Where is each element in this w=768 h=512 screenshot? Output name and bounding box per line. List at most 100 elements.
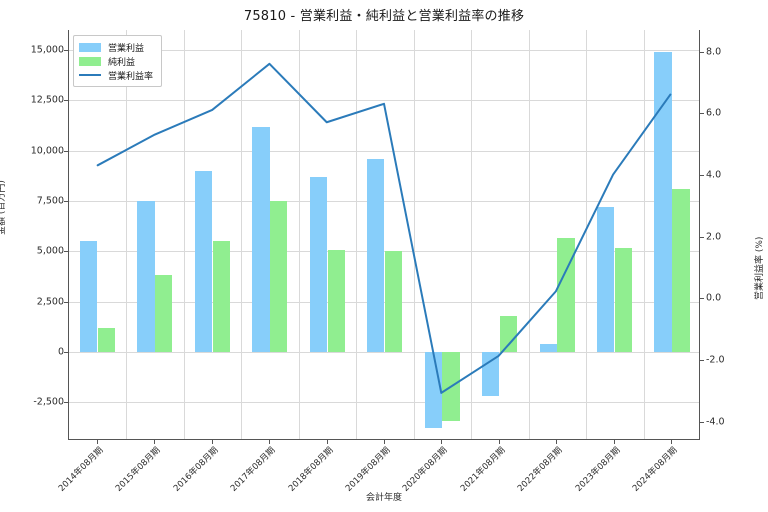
- bar-operating-profit: [597, 207, 615, 352]
- gridline-vertical: [183, 30, 185, 439]
- gridline-horizontal: [69, 351, 699, 353]
- y-axis-tick-mark-right: [700, 51, 704, 53]
- x-axis-tick-label: 2022年08月期: [516, 445, 565, 494]
- y-axis-tick-label-right: 8.0: [706, 46, 722, 58]
- gridline-horizontal: [69, 402, 699, 404]
- plot-area: [68, 30, 700, 440]
- bar-operating-profit: [137, 201, 155, 352]
- y-axis-tick-label-left: 15,000: [30, 44, 64, 56]
- y-axis-tick-mark-left: [64, 100, 68, 102]
- bar-net-profit: [155, 275, 173, 352]
- bar-net-profit: [672, 188, 690, 352]
- x-axis-tick-label: 2019年08月期: [343, 445, 393, 494]
- y-axis-tick-label-right: 2.0: [706, 231, 722, 243]
- y-axis-tick-mark-right: [700, 359, 704, 361]
- x-axis-tick-label: 2021年08月期: [458, 445, 508, 494]
- x-axis-tick-mark: [326, 440, 328, 444]
- bar-operating-profit: [79, 241, 98, 352]
- y-axis-tick-mark-left: [64, 50, 68, 52]
- y-axis-tick-label-right: 4.0: [706, 169, 722, 181]
- y-axis-tick-label-left: 2,500: [36, 296, 64, 308]
- bar-operating-profit: [539, 343, 557, 352]
- gridline-horizontal: [69, 150, 699, 152]
- bar-operating-profit: [654, 52, 672, 352]
- gridline-vertical: [298, 30, 300, 439]
- x-axis-tick-mark: [269, 440, 271, 444]
- legend-item[interactable]: 営業利益: [79, 40, 153, 54]
- x-axis-tick-mark: [211, 440, 213, 444]
- bar-net-profit: [97, 327, 116, 352]
- y-axis-tick-label-right: 6.0: [706, 107, 722, 119]
- bar-net-profit: [270, 201, 288, 352]
- x-axis-tick-label: 2024年08月期: [631, 445, 680, 494]
- y-axis-tick-label-left: 7,500: [36, 195, 64, 207]
- bar-operating-profit: [309, 176, 328, 352]
- legend-item[interactable]: 営業利益率: [79, 68, 153, 82]
- y-axis-tick-mark-right: [700, 298, 704, 300]
- gridline-vertical: [643, 30, 645, 439]
- y-axis-title-left: 金額 (百万円): [0, 180, 7, 235]
- y-axis-tick-mark-right: [700, 236, 704, 238]
- bar-net-profit: [557, 238, 575, 352]
- x-axis-title: 会計年度: [365, 493, 402, 503]
- chart-title: 75810 - 営業利益・純利益と営業利益率の推移: [243, 9, 525, 24]
- y-axis-tick-mark-left: [64, 301, 68, 303]
- gridline-horizontal: [69, 100, 699, 102]
- x-axis-tick-mark: [96, 440, 98, 444]
- x-axis-tick-label: 2014年08月期: [56, 445, 106, 494]
- y-axis-tick-label-right: 0.0: [706, 292, 722, 304]
- y-axis-tick-mark-right: [700, 421, 704, 423]
- y-axis-tick-label-right: -4.0: [706, 416, 725, 427]
- x-axis-tick-label: 2017年08月期: [229, 445, 278, 494]
- bar-net-profit: [327, 250, 345, 352]
- legend-label: 営業利益: [108, 43, 145, 54]
- x-axis-tick-label: 2016年08月期: [171, 445, 221, 494]
- gridline-vertical: [586, 30, 588, 439]
- y-axis-tick-mark-right: [700, 174, 704, 176]
- y-axis-tick-label-left: 5,000: [36, 245, 64, 257]
- gridline-vertical: [471, 30, 473, 439]
- y-axis-tick-mark-right: [700, 113, 704, 115]
- gridline-vertical: [356, 30, 358, 439]
- line-operating-margin: [96, 62, 672, 394]
- gridline-vertical: [413, 30, 415, 439]
- x-axis-tick-mark: [441, 440, 443, 444]
- bar-net-profit: [499, 315, 518, 352]
- legend-color-swatch: [79, 56, 101, 66]
- y-axis-tick-mark-left: [64, 201, 68, 203]
- legend-label: 純利益: [108, 57, 136, 68]
- bar-operating-profit: [252, 126, 270, 352]
- x-axis-tick-mark: [671, 440, 673, 444]
- x-axis-tick-mark: [384, 440, 385, 444]
- y-axis-tick-mark-left: [64, 351, 68, 353]
- y-axis-tick-mark-left: [64, 402, 68, 404]
- y-axis-title-right: 営業利益率 (%): [755, 236, 765, 300]
- y-axis-tick-label-left: 10,000: [30, 145, 64, 157]
- x-axis-tick-label: 2015年08月期: [114, 445, 163, 494]
- x-axis-tick-mark: [556, 440, 558, 444]
- chart-legend: 営業利益純利益営業利益率: [73, 35, 163, 87]
- legend-item[interactable]: 純利益: [79, 54, 153, 68]
- bar-net-profit: [385, 251, 403, 352]
- bar-operating-profit: [194, 170, 213, 352]
- y-axis-tick-label-left: 12,500: [30, 94, 64, 106]
- x-axis-tick-label: 2023年08月期: [573, 445, 623, 494]
- bar-net-profit: [614, 248, 633, 352]
- x-axis-tick-mark: [613, 440, 615, 444]
- y-axis-tick-label-left: 0: [57, 346, 64, 358]
- bars-layer: [69, 30, 699, 439]
- x-axis-tick-mark: [498, 440, 500, 444]
- legend-color-swatch: [79, 42, 101, 52]
- legend-label: 営業利益率: [108, 71, 154, 82]
- line-series-layer: [96, 62, 672, 394]
- x-axis-tick-label: 2020年08月期: [401, 445, 450, 494]
- y-axis-tick-mark-left: [64, 251, 68, 253]
- legend-line-swatch: [79, 74, 101, 76]
- bar-net-profit: [212, 241, 230, 352]
- gridline-vertical: [241, 30, 243, 439]
- bar-operating-profit: [367, 158, 385, 352]
- gridline-vertical: [528, 30, 530, 439]
- gridline-horizontal: [69, 50, 699, 52]
- gridline-vertical: [126, 30, 128, 439]
- x-axis-tick-mark: [154, 440, 156, 444]
